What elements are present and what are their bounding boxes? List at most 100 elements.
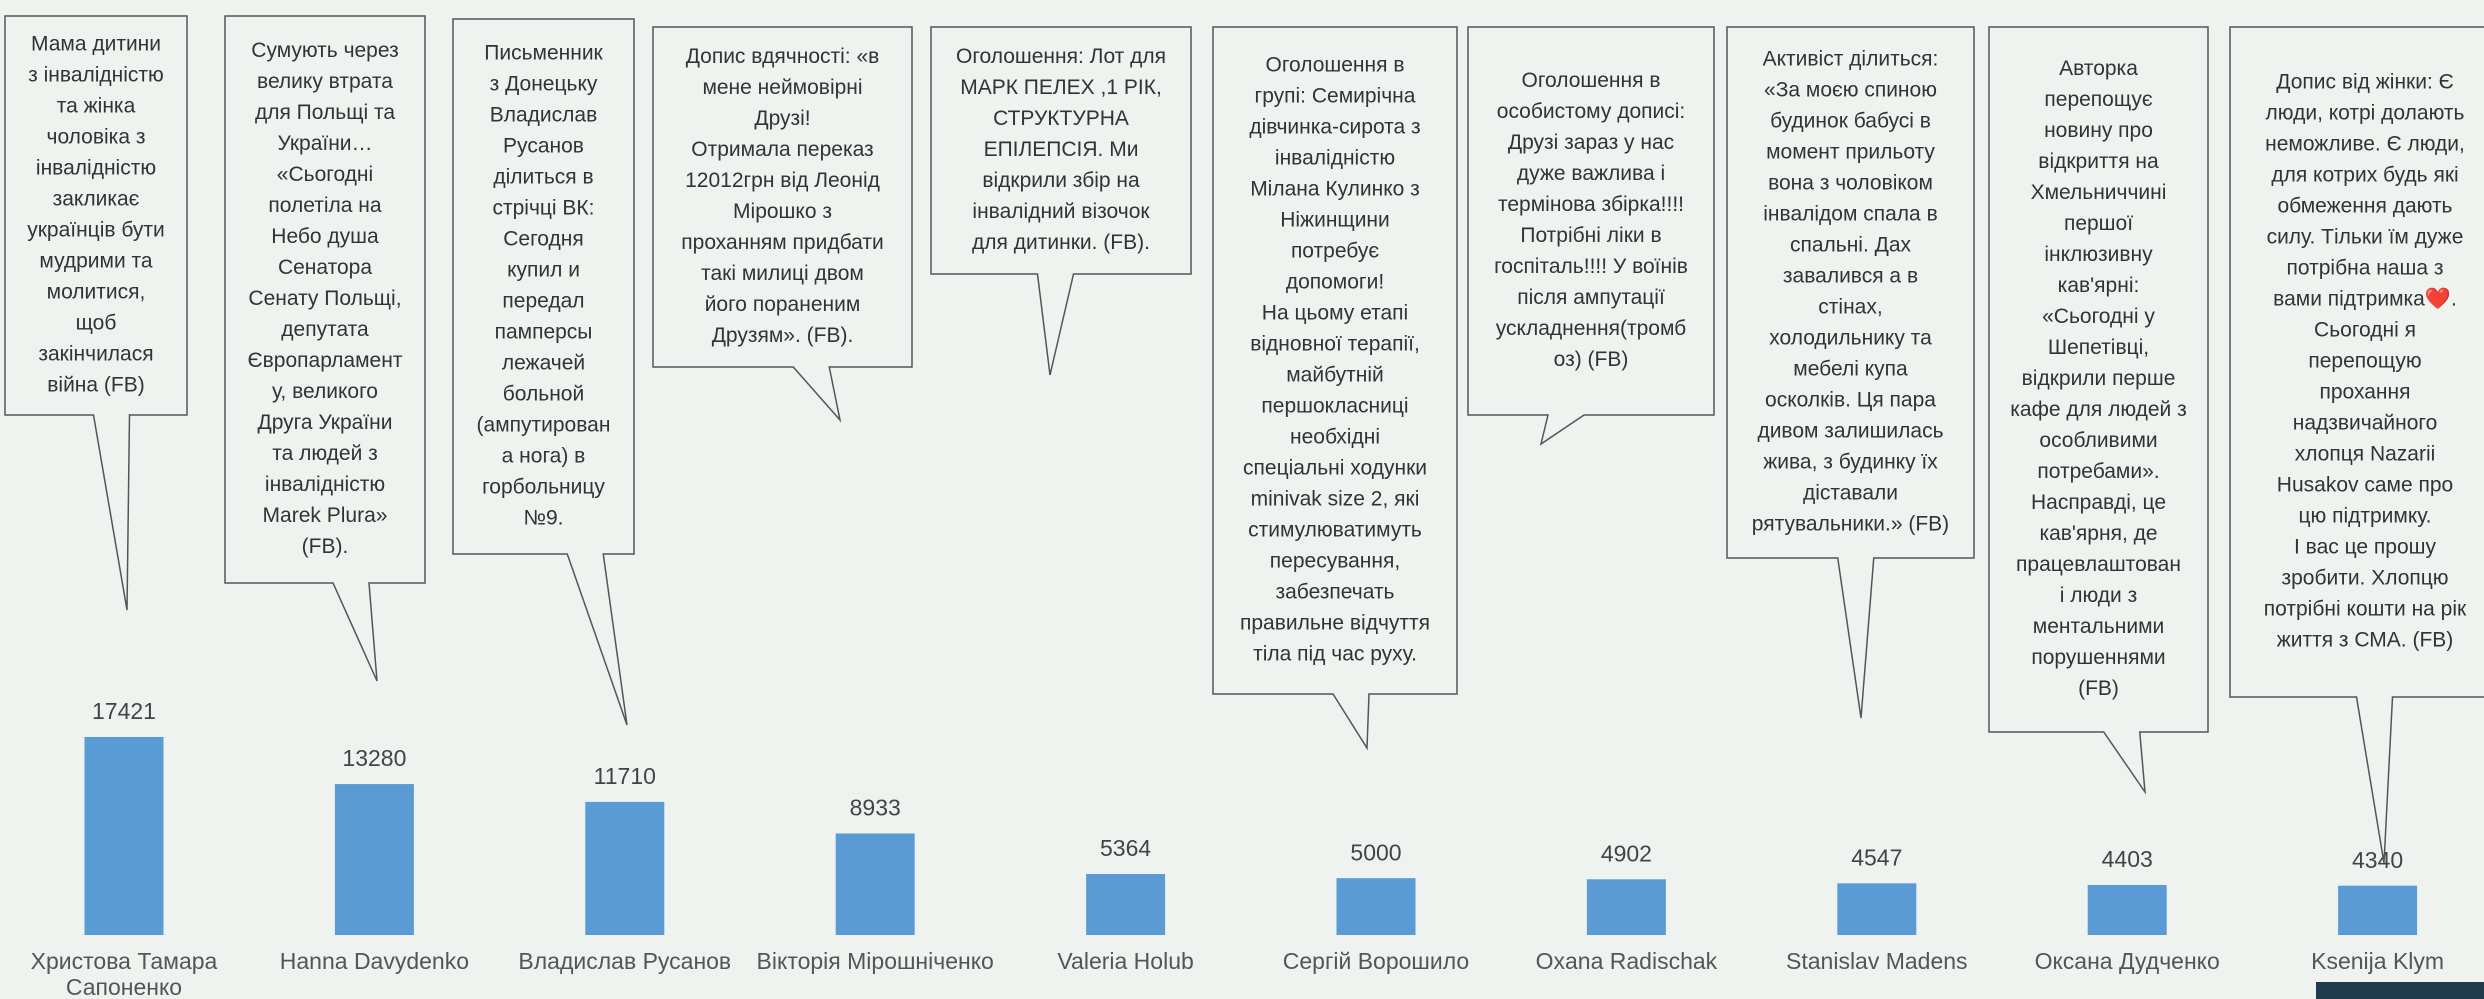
callout-text: працевлаштован	[2016, 553, 2181, 576]
callout-text: чоловіка з	[47, 126, 146, 149]
callout-text: а нога) в	[502, 445, 586, 468]
callout-text: України…	[277, 132, 372, 155]
callout-text: життя з СМА. (FB)	[2277, 629, 2454, 652]
callout-text: Marek Plura»	[263, 504, 388, 527]
callout-text: На цьому етапі	[1262, 302, 1408, 325]
callout-text: забезпечать	[1275, 581, 1394, 604]
callout-text: з інвалідністю	[28, 64, 164, 87]
callout-text: Мілана Кулинко з	[1250, 178, 1420, 201]
callout-text: у, великого	[272, 380, 378, 403]
bar	[2087, 884, 2167, 935]
callout-text: Сегодня	[503, 228, 583, 251]
callout-text: Русанов	[503, 135, 584, 158]
callout-text: стрічці ВК:	[492, 197, 594, 220]
callout-text: кав'ярні:	[2058, 274, 2140, 297]
callout-text: велику втрата	[257, 70, 393, 93]
callout-text: Сьогодні я	[2314, 319, 2416, 342]
bar	[334, 784, 414, 935]
callout-text: Небо душа	[271, 225, 379, 248]
callout-text: оз) (FB)	[1554, 348, 1629, 371]
x-tick-label: Oxana Radischak	[1536, 948, 1718, 974]
callout-text: Друзі зараз у нас	[1508, 131, 1674, 154]
callout-text: прохання	[2319, 381, 2410, 404]
callout-text: Друзі!	[754, 107, 810, 130]
callout-text: депутата	[281, 318, 369, 341]
value-label: 8933	[850, 795, 901, 821]
callout-text: для дитинки. (FB).	[972, 231, 1150, 254]
callout-text: Ніжинщини	[1280, 209, 1390, 232]
callout-text: та жінка	[57, 95, 136, 118]
callout-text: Владислав	[490, 104, 598, 127]
bar	[835, 833, 915, 935]
callout-text: війна (FB)	[47, 374, 144, 397]
callout-text: першокласниці	[1261, 395, 1408, 418]
callout-text: з Донецьку	[490, 73, 598, 96]
callout-text: горбольницу	[482, 476, 605, 499]
x-tick-label: Оксана Дудченко	[2035, 948, 2220, 974]
callout-text: (FB).	[302, 535, 349, 558]
callout-text: необхідні	[1290, 426, 1380, 449]
callout-text: проханням придбати	[681, 231, 883, 254]
callout-text: (ампутирован	[477, 414, 611, 437]
callout-text: надзвичайного	[2293, 412, 2438, 435]
callout-text: ментальними	[2033, 615, 2164, 638]
value-label: 4403	[2102, 846, 2153, 872]
callout-text: Мама дитини	[31, 33, 161, 56]
x-tick-label: Valeria Holub	[1057, 948, 1193, 974]
callout-text: стінах,	[1818, 296, 1882, 319]
callout-text: інклюзивну	[2044, 243, 2153, 266]
callout-text: пересування,	[1270, 550, 1400, 573]
callout-text: Друзям». (FB).	[712, 324, 854, 347]
callout-box	[1726, 26, 1975, 719]
callout-text: ділиться в	[493, 166, 593, 189]
bar	[1336, 878, 1416, 935]
callout-text: українців бути	[27, 219, 165, 242]
callout-text: дуже важлива і	[1517, 162, 1665, 185]
callout-text: осколків. Ця пара	[1765, 389, 1936, 412]
callout-text: госпіталь!!!! У воїнів	[1494, 255, 1688, 278]
callout-text: люди, котрі долають	[2266, 102, 2465, 125]
callout-box	[4, 15, 188, 611]
value-label: 5000	[1350, 839, 1401, 865]
callout-text: СТРУКТУРНА	[993, 107, 1129, 130]
x-tick-label: Stanislav Madens	[1786, 948, 1968, 974]
value-label: 13280	[342, 745, 406, 771]
bar	[1837, 883, 1917, 935]
callout-text: Активіст ділиться:	[1763, 48, 1939, 71]
callout-text: ЕПІЛЕПСІЯ. Ми	[984, 138, 1139, 161]
callout-text: завалився а в	[1783, 265, 1918, 288]
callout-text: вами підтримка❤️.	[2273, 287, 2457, 311]
callout-text: інвалідом спала в	[1763, 203, 1937, 226]
callout-text: полетіла на	[268, 194, 381, 217]
callout-text: стимулюватимуть	[1248, 519, 1422, 542]
callout-text: та людей з	[272, 442, 378, 465]
callout-box	[452, 18, 635, 726]
callout-text: Європарламент	[248, 349, 403, 372]
callout-text: Сумують через	[251, 39, 398, 62]
callout-text: особистому дописі:	[1497, 100, 1685, 123]
callout-text: Насправді, це	[2031, 491, 2166, 514]
value-label: 17421	[92, 698, 156, 724]
callout-text: кафе для людей з	[2010, 398, 2187, 421]
callout-text: Потрібні ліки в	[1520, 224, 1661, 247]
callout-text: відновної терапії,	[1250, 333, 1420, 356]
value-label: 5364	[1100, 835, 1151, 861]
x-tick-label: Вікторія Мірошніченко	[757, 948, 994, 974]
callout-text: памперсы	[495, 321, 593, 344]
callout-text: Husakov саме про	[2277, 474, 2453, 497]
callout-text: рятувальники.» (FB)	[1752, 513, 1949, 536]
callout-text: №9.	[523, 507, 563, 530]
x-tick-label: Сергій Ворошило	[1283, 948, 1469, 974]
callout-text: Хмельниччині	[2031, 181, 2167, 204]
callout-text: щоб	[76, 312, 117, 335]
callout-box	[1467, 26, 1715, 446]
callout-text: МАРК ПЕЛЕХ ,1 РІК,	[960, 76, 1162, 99]
callout-box	[1988, 26, 2209, 795]
value-label: 4547	[1851, 844, 1902, 870]
corner-badge	[2316, 982, 2484, 999]
callout-text: мудрими та	[39, 250, 153, 273]
callout-text: спальні. Дах	[1790, 234, 1912, 257]
callout-text: Оголошення: Лот для	[956, 45, 1166, 68]
callout-text: правильне відчуття	[1240, 612, 1430, 635]
